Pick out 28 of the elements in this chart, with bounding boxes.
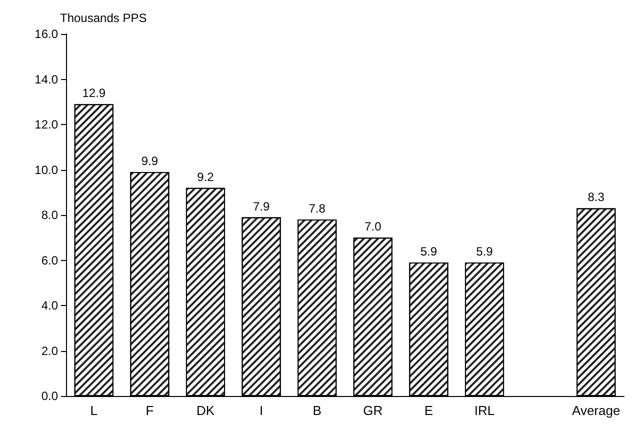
y-tick-label: 8.0 [41, 208, 58, 222]
data-label: 9.2 [197, 170, 214, 184]
x-tick-label: F [146, 403, 154, 418]
data-label: 5.9 [420, 244, 438, 259]
x-tick-label: L [90, 403, 98, 418]
y-tick-label: 6.0 [41, 253, 58, 268]
y-tick-label: 16.0 [34, 27, 58, 41]
y-tick-label: 10.0 [34, 162, 58, 177]
data-label: 9.9 [141, 154, 158, 168]
data-label: 12.9 [82, 86, 106, 100]
x-tick-label: GR [363, 403, 383, 418]
data-label: 8.3 [588, 190, 605, 204]
y-axis-title: Thousands PPS [60, 11, 147, 25]
y-tick-label: 4.0 [41, 298, 58, 312]
data-label: 7.9 [252, 199, 270, 214]
x-tick-label: I [259, 403, 264, 418]
y-tick-label: 2.0 [41, 344, 58, 358]
data-label: 7.8 [308, 202, 326, 216]
x-tick-label: Average [572, 403, 620, 418]
x-tick-label: IRL [474, 403, 495, 418]
x-tick-label: B [312, 403, 322, 418]
data-label: 5.9 [476, 244, 494, 259]
y-tick-label: 12.0 [34, 118, 58, 132]
y-tick-label: 0.0 [41, 389, 58, 403]
x-tick-label: E [424, 403, 434, 418]
x-tick-label: DK [196, 403, 215, 418]
y-tick-label: 14.0 [34, 72, 58, 86]
data-label: 7.0 [364, 220, 382, 234]
